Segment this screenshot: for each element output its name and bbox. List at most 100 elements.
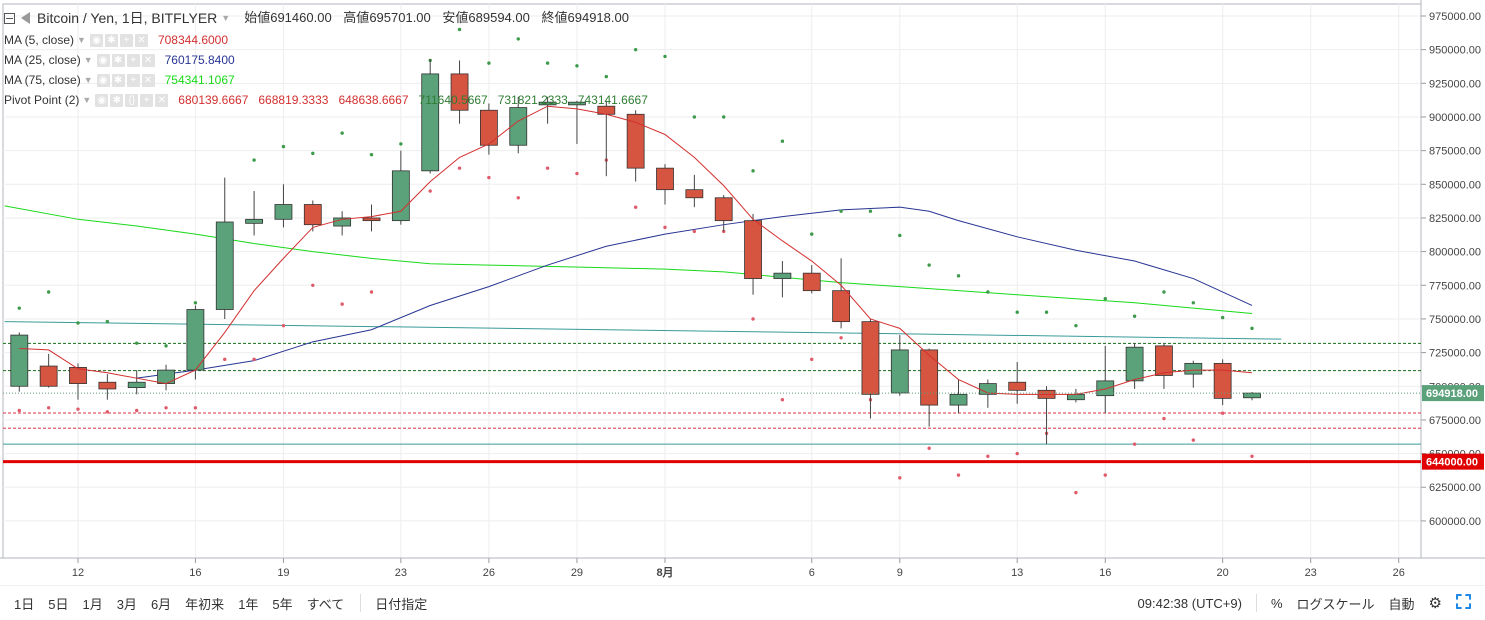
eye-icon[interactable]: ◉ <box>95 93 109 107</box>
red-dot <box>311 283 315 287</box>
green-dot <box>516 37 520 41</box>
green-dot <box>1015 310 1019 314</box>
indicator-dropdown-icon[interactable]: ▼ <box>82 95 92 105</box>
indicator-name[interactable]: Pivot Point (2) <box>4 93 80 107</box>
x-tick-label: 12 <box>72 567 84 579</box>
y-tick-label: 950000.00 <box>1429 45 1481 57</box>
timeframe-button[interactable]: 6月 <box>150 596 172 612</box>
y-tick-label: 975000.00 <box>1429 11 1481 23</box>
indicator-dropdown-icon[interactable]: ▼ <box>83 55 93 65</box>
candle-body <box>568 101 586 106</box>
x-tick-label: 29 <box>571 567 583 579</box>
indicator-row: MA (25, close) ▼ ◉ ✱ + ✕ 760175.8400 <box>4 50 658 70</box>
add-icon[interactable]: + <box>119 33 133 47</box>
candle-body <box>538 101 557 106</box>
timeframe-button[interactable]: 年初来 <box>185 596 225 612</box>
close-icon[interactable]: ✕ <box>134 33 148 47</box>
green-dot <box>457 27 462 32</box>
add-icon[interactable]: + <box>126 53 140 67</box>
indicator-row: Pivot Point (2) ▼ ◉ ✱{} + ✕ 680139.6667 668819.… <box>4 90 658 110</box>
green-dot <box>868 209 873 213</box>
low-label: 安値 <box>442 10 469 25</box>
candle-body <box>773 272 792 279</box>
settings-icon[interactable]: ✱ <box>104 33 118 47</box>
chart-legend: Bitcoin / Yen, 1日, BITFLYER ▼ 始値691460.0… <box>4 6 658 110</box>
settings-icon[interactable]: ✱ <box>110 93 124 107</box>
symbol-flag-icon <box>21 12 30 24</box>
goto-date-button[interactable]: 日付指定 <box>375 596 428 612</box>
indicator-value: 731821.2333 <box>497 93 568 107</box>
green-dot <box>369 152 374 157</box>
price-chart[interactable]: 600000.00625000.00650000.00675000.007000… <box>0 0 1485 586</box>
close-icon[interactable]: ✕ <box>141 73 155 87</box>
indicator-name[interactable]: MA (25, close) <box>4 53 81 67</box>
candle-body <box>802 272 821 292</box>
add-icon[interactable]: + <box>126 73 140 87</box>
candle-body <box>685 189 704 199</box>
red-dot <box>575 171 579 176</box>
indicator-value: 754341.1067 <box>164 73 235 87</box>
indicator-value: 648638.6667 <box>338 93 409 107</box>
candle-body <box>10 334 29 387</box>
eye-icon[interactable]: ◉ <box>96 53 110 67</box>
candle-body <box>450 73 469 111</box>
ma5-line <box>19 105 1253 395</box>
y-tick-label: 875000.00 <box>1429 146 1481 158</box>
gear-icon[interactable]: ⚙ <box>1428 595 1442 612</box>
green-dot <box>575 64 579 68</box>
close-icon[interactable]: ✕ <box>141 53 155 67</box>
indicator-dropdown-icon[interactable]: ▼ <box>83 75 93 85</box>
settings-icon[interactable]: ✱ <box>111 73 125 87</box>
fullscreen-icon[interactable] <box>1456 594 1471 612</box>
log-scale-button[interactable]: ログスケール <box>1296 596 1375 612</box>
red-dot <box>46 406 51 410</box>
bottom-toolbar: 1日 5日 1月 3月 6月 年初来 1年 5年 すべて 日付指定 09:42:38 (UTC+… <box>0 586 1485 620</box>
indicator-value: 708344.6000 <box>157 33 229 47</box>
symbol-dropdown-icon[interactable]: ▼ <box>221 13 231 23</box>
red-dot <box>428 189 432 193</box>
timeframe-button[interactable]: すべて <box>306 596 345 612</box>
x-tick-label: 16 <box>1099 567 1111 579</box>
percent-scale-button[interactable]: % <box>1270 595 1283 611</box>
collapse-legend-icon[interactable] <box>4 12 15 24</box>
timeframe-button[interactable]: 1月 <box>82 596 103 612</box>
red-dot <box>281 323 286 328</box>
indicator-name[interactable]: MA (5, close) <box>4 33 75 47</box>
eye-icon[interactable]: ◉ <box>89 33 103 47</box>
timeframe-button[interactable]: 1日 <box>14 596 35 612</box>
indicator-tools: ◉ ✱ + ✕ <box>96 73 155 87</box>
indicator-value: 668819.3333 <box>258 93 329 107</box>
y-tick-label: 725000.00 <box>1429 348 1481 360</box>
candle-body <box>1096 380 1115 397</box>
green-dot <box>340 131 344 135</box>
green-dot <box>1044 310 1049 314</box>
candle-body <box>949 393 968 406</box>
red-dot <box>927 446 931 450</box>
alert-price-tag: 644000.00 <box>1426 457 1478 469</box>
x-tick-label: 9 <box>897 567 903 579</box>
symbol-title[interactable]: Bitcoin / Yen, 1日, BITFLYER <box>37 10 218 26</box>
timeframe-button[interactable]: 5日 <box>48 596 69 612</box>
x-tick-label: 23 <box>1305 567 1317 579</box>
red-dot <box>751 317 755 321</box>
red-dot <box>780 398 785 402</box>
candle-body <box>1008 381 1027 391</box>
candle-body <box>391 170 410 222</box>
settings-icon[interactable]: ✱ <box>111 53 125 67</box>
auto-scale-button[interactable]: 自動 <box>1388 596 1415 612</box>
source-icon[interactable]: {} <box>125 93 139 107</box>
candle-body <box>1243 392 1261 399</box>
indicator-name[interactable]: MA (75, close) <box>4 73 81 87</box>
y-tick-label: 750000.00 <box>1429 314 1481 326</box>
red-dot <box>487 175 491 180</box>
timeframe-button[interactable]: 5年 <box>272 596 293 612</box>
close-icon[interactable]: ✕ <box>155 93 169 107</box>
timeframe-button[interactable]: 1年 <box>238 596 259 612</box>
candle-body <box>215 221 234 310</box>
eye-icon[interactable]: ◉ <box>96 73 110 87</box>
indicator-dropdown-icon[interactable]: ▼ <box>77 35 86 45</box>
timeframe-button[interactable]: 3月 <box>116 596 137 612</box>
y-tick-label: 800000.00 <box>1429 247 1481 259</box>
add-icon[interactable]: + <box>140 93 154 107</box>
candle-body <box>157 369 175 384</box>
